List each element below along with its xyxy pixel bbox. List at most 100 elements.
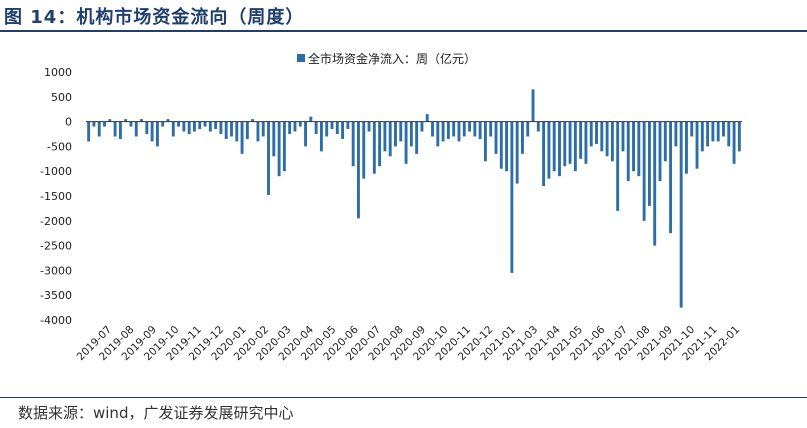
- bar: [621, 121, 625, 152]
- bar: [626, 121, 630, 182]
- bar: [632, 121, 635, 172]
- bar: [298, 121, 302, 127]
- bar: [362, 121, 366, 179]
- bar: [589, 121, 593, 147]
- bar: [663, 121, 667, 162]
- bar: [431, 121, 434, 137]
- bar: [140, 119, 143, 122]
- bar: [584, 121, 588, 164]
- y-tick-label: -3500: [40, 289, 72, 302]
- bar: [436, 121, 440, 147]
- bar: [193, 121, 196, 132]
- bar-chart: 全市场资金净流入：周（亿元） 1000 500 0 -500 -1000 -1500 -20…: [40, 51, 742, 363]
- y-tick-label: -1500: [40, 190, 72, 203]
- bar: [335, 121, 339, 134]
- bar: [277, 121, 281, 177]
- bar: [208, 121, 212, 132]
- bar: [378, 121, 382, 167]
- bar: [309, 116, 313, 122]
- y-tick-label: -500: [47, 140, 72, 153]
- bar: [272, 121, 276, 157]
- bar: [219, 121, 223, 134]
- bar: [462, 121, 466, 137]
- bar: [446, 121, 450, 139]
- bar: [256, 121, 260, 142]
- bar: [118, 121, 122, 139]
- bar: [542, 121, 546, 187]
- bar: [288, 121, 292, 134]
- legend-label: 全市场资金净流入：周（亿元）: [308, 51, 476, 66]
- bar: [695, 121, 699, 169]
- y-tick-label: -4000: [40, 314, 72, 327]
- bar: [711, 121, 715, 142]
- bar: [716, 121, 720, 142]
- bar: [420, 121, 424, 132]
- bar: [568, 121, 572, 164]
- bar: [558, 121, 561, 177]
- bar: [341, 121, 345, 139]
- bar: [245, 121, 249, 139]
- bar: [293, 121, 297, 132]
- bar: [478, 121, 482, 139]
- bar: [409, 121, 413, 147]
- bar: [600, 121, 604, 152]
- bar: [536, 121, 540, 132]
- bar: [415, 121, 419, 154]
- bar: [700, 121, 704, 152]
- bar: [155, 121, 159, 147]
- bar: [425, 114, 429, 122]
- bar: [690, 121, 694, 137]
- bar: [563, 121, 567, 167]
- bar: [330, 121, 334, 130]
- bar: [595, 121, 598, 144]
- bar: [346, 121, 350, 130]
- bar: [319, 121, 323, 152]
- bar: [452, 121, 456, 137]
- bar: [383, 121, 387, 152]
- source-divider: [0, 397, 807, 398]
- y-tick-label: 1000: [44, 66, 72, 79]
- bar: [304, 121, 307, 147]
- bar: [647, 121, 651, 206]
- bar: [230, 121, 233, 137]
- chart-legend: 全市场资金净流入：周（亿元）: [297, 51, 476, 66]
- bar: [489, 121, 493, 137]
- y-tick-label: -3000: [40, 264, 72, 277]
- bar: [510, 121, 514, 273]
- bar: [145, 121, 149, 134]
- bar: [494, 121, 498, 154]
- y-tick-label: 0: [65, 116, 72, 129]
- bar: [399, 121, 403, 142]
- bar: [616, 121, 620, 211]
- bar: [483, 121, 487, 162]
- bar: [372, 121, 376, 174]
- bar: [579, 121, 583, 159]
- bar: [113, 121, 117, 137]
- bar: [732, 121, 736, 164]
- bar: [737, 121, 741, 152]
- bar: [357, 121, 360, 219]
- bar: [552, 121, 556, 172]
- bar: [103, 121, 106, 127]
- bar: [267, 121, 270, 196]
- bar: [92, 121, 96, 127]
- bar-series: [87, 89, 741, 308]
- bar: [722, 121, 725, 137]
- bar: [394, 121, 397, 147]
- bar: [235, 121, 239, 142]
- bar: [573, 121, 577, 172]
- y-tick-label: -2500: [40, 240, 72, 253]
- bar: [177, 121, 181, 127]
- bar: [240, 121, 244, 154]
- bar: [658, 121, 662, 182]
- bar: [531, 89, 535, 122]
- bar: [727, 121, 731, 147]
- bar: [468, 121, 471, 132]
- bar: [367, 121, 371, 132]
- bar: [669, 121, 673, 234]
- bar: [161, 121, 165, 127]
- bar: [251, 119, 255, 122]
- bar: [282, 121, 286, 172]
- bar: [171, 121, 175, 137]
- bar: [610, 121, 614, 162]
